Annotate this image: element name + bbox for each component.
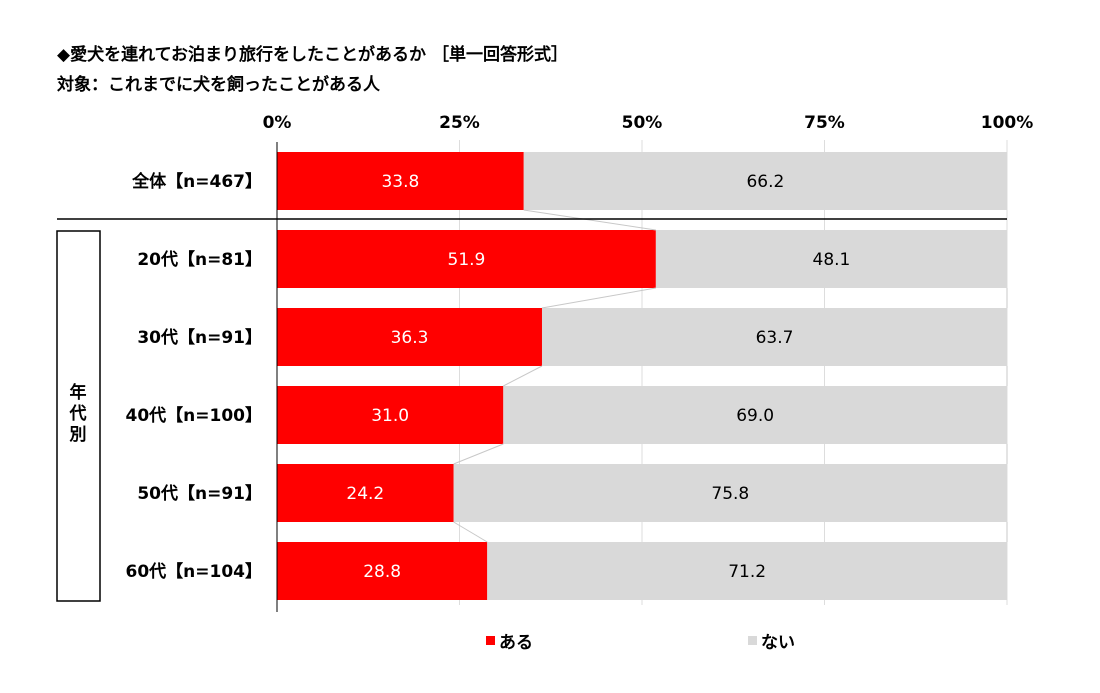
data-label: 66.2 — [746, 172, 784, 192]
series-line — [523, 209, 656, 231]
category-label: 20代【n=81】 — [137, 249, 262, 270]
bar-segment-aru — [277, 464, 454, 522]
category-label: 40代【n=100】 — [126, 405, 263, 426]
bar-segment-nai — [655, 230, 1007, 288]
legend-swatch-nai — [748, 636, 757, 645]
data-label: 31.0 — [371, 406, 409, 426]
data-label: 51.9 — [448, 250, 486, 270]
data-label: 71.2 — [728, 562, 766, 582]
legend-label-aru: ある — [499, 633, 533, 653]
category-label: 50代【n=91】 — [137, 483, 262, 504]
x-tick-label: 75% — [804, 113, 845, 133]
series-line — [541, 287, 656, 309]
data-label: 48.1 — [813, 250, 851, 270]
bar-segment-aru — [277, 386, 504, 444]
x-tick-label: 50% — [622, 113, 663, 133]
bar-segment-nai — [523, 152, 1007, 210]
bar-segment-nai — [487, 542, 1007, 600]
legend-item-aru: ある — [486, 628, 533, 653]
bar-segment-nai — [503, 386, 1007, 444]
chart-subtitle: 対象：これまでに犬を飼ったことがある人 — [57, 75, 380, 95]
bar-segment-aru — [277, 542, 488, 600]
bar-segment-aru — [277, 230, 656, 288]
series-line — [453, 521, 488, 543]
category-label: 全体【n=467】 — [131, 171, 262, 192]
chart-title: ◆愛犬を連れてお泊まり旅行をしたことがあるか ［単一回答形式］ — [57, 45, 568, 65]
bar-segment-aru — [277, 152, 524, 210]
series-line — [453, 443, 504, 465]
group-label-char: 年 — [70, 382, 87, 403]
data-label: 75.8 — [711, 484, 749, 504]
data-label: 28.8 — [363, 562, 401, 582]
legend-item-nai: ない — [748, 628, 795, 653]
group-label-char: 代 — [69, 403, 87, 424]
x-tick-label: 25% — [439, 113, 480, 133]
legend-label-nai: ない — [761, 633, 795, 653]
category-label: 60代【n=104】 — [126, 561, 263, 582]
data-label: 69.0 — [736, 406, 774, 426]
bar-segment-nai — [453, 464, 1007, 522]
bar-segment-nai — [541, 308, 1007, 366]
x-tick-label: 100% — [981, 113, 1034, 133]
category-label: 30代【n=91】 — [137, 327, 262, 348]
group-box — [56, 230, 101, 602]
data-label: 24.2 — [346, 484, 384, 504]
group-label-char: 別 — [69, 425, 87, 445]
bar-segment-aru — [277, 308, 542, 366]
series-line — [503, 365, 543, 387]
data-label: 36.3 — [391, 328, 429, 348]
data-label: 33.8 — [381, 172, 419, 192]
x-tick-label: 0% — [263, 113, 292, 133]
legend-swatch-aru — [486, 636, 495, 645]
data-label: 63.7 — [756, 328, 794, 348]
